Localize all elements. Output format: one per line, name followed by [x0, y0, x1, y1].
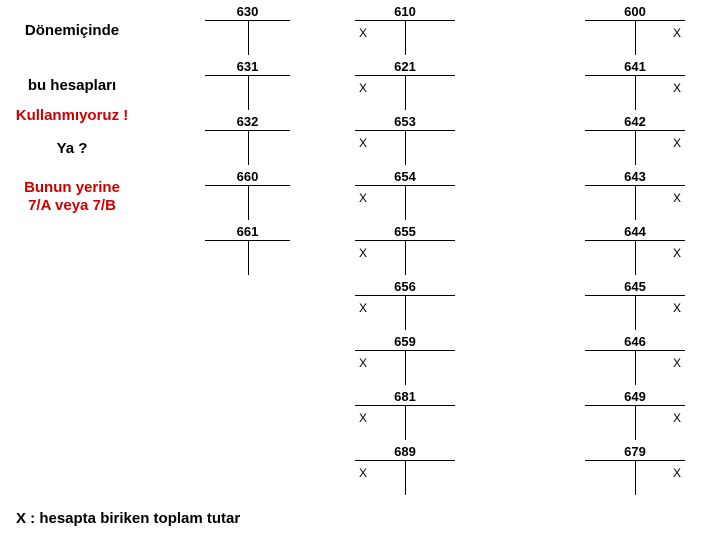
- t-account-644: 644X: [585, 240, 685, 275]
- x-marker: X: [359, 301, 367, 315]
- t-stem-rule: [635, 20, 636, 55]
- t-account-659: 659X: [355, 350, 455, 385]
- t-stem-rule: [405, 295, 406, 330]
- account-code: 641: [585, 59, 685, 74]
- t-account-641: 641X: [585, 75, 685, 110]
- x-marker: X: [673, 301, 681, 315]
- t-account-660: 660: [205, 185, 290, 220]
- side-label: bu hesapları: [0, 77, 144, 94]
- x-marker: X: [673, 26, 681, 40]
- side-label: Bunun yerine: [0, 179, 144, 196]
- t-stem-rule: [635, 130, 636, 165]
- t-account-655: 655X: [355, 240, 455, 275]
- t-stem-rule: [635, 350, 636, 385]
- account-code: 679: [585, 444, 685, 459]
- t-account-656: 656X: [355, 295, 455, 330]
- t-stem-rule: [635, 295, 636, 330]
- t-account-654: 654X: [355, 185, 455, 220]
- t-stem-rule: [405, 185, 406, 220]
- account-code: 681: [355, 389, 455, 404]
- t-account-649: 649X: [585, 405, 685, 440]
- t-stem-rule: [635, 460, 636, 495]
- t-account-646: 646X: [585, 350, 685, 385]
- account-code: 656: [355, 279, 455, 294]
- t-account-632: 632: [205, 130, 290, 165]
- t-account-679: 679X: [585, 460, 685, 495]
- t-stem-rule: [635, 185, 636, 220]
- account-code: 660: [205, 169, 290, 184]
- t-account-661: 661: [205, 240, 290, 275]
- x-marker: X: [673, 191, 681, 205]
- t-stem-rule: [248, 75, 249, 110]
- x-marker: X: [359, 246, 367, 260]
- account-code: 642: [585, 114, 685, 129]
- side-label: Ya ?: [0, 140, 144, 157]
- account-code: 621: [355, 59, 455, 74]
- side-label: Dönemiçinde: [0, 22, 144, 39]
- t-stem-rule: [405, 130, 406, 165]
- account-code: 646: [585, 334, 685, 349]
- account-code: 654: [355, 169, 455, 184]
- t-account-681: 681X: [355, 405, 455, 440]
- account-code: 631: [205, 59, 290, 74]
- t-stem-rule: [405, 240, 406, 275]
- x-marker: X: [359, 26, 367, 40]
- t-account-621: 621X: [355, 75, 455, 110]
- t-account-630: 630: [205, 20, 290, 55]
- t-account-653: 653X: [355, 130, 455, 165]
- t-account-600: 600X: [585, 20, 685, 55]
- x-marker: X: [673, 411, 681, 425]
- t-stem-rule: [635, 75, 636, 110]
- t-account-610: 610X: [355, 20, 455, 55]
- account-code: 689: [355, 444, 455, 459]
- account-code: 655: [355, 224, 455, 239]
- x-marker: X: [673, 136, 681, 150]
- t-stem-rule: [248, 20, 249, 55]
- x-marker: X: [359, 191, 367, 205]
- account-code: 630: [205, 4, 290, 19]
- x-marker: X: [673, 81, 681, 95]
- t-stem-rule: [405, 405, 406, 440]
- t-stem-rule: [248, 240, 249, 275]
- x-marker: X: [359, 466, 367, 480]
- x-marker: X: [673, 356, 681, 370]
- t-stem-rule: [635, 240, 636, 275]
- t-account-643: 643X: [585, 185, 685, 220]
- t-account-689: 689X: [355, 460, 455, 495]
- x-marker: X: [359, 136, 367, 150]
- side-label: Kullanmıyoruz !: [0, 107, 144, 124]
- account-code: 632: [205, 114, 290, 129]
- account-code: 653: [355, 114, 455, 129]
- side-label: 7/A veya 7/B: [0, 197, 144, 214]
- x-marker: X: [359, 81, 367, 95]
- account-code: 659: [355, 334, 455, 349]
- t-stem-rule: [635, 405, 636, 440]
- t-stem-rule: [405, 75, 406, 110]
- t-account-631: 631: [205, 75, 290, 110]
- t-account-645: 645X: [585, 295, 685, 330]
- x-marker: X: [673, 466, 681, 480]
- account-code: 600: [585, 4, 685, 19]
- account-code: 645: [585, 279, 685, 294]
- t-stem-rule: [405, 20, 406, 55]
- account-code: 610: [355, 4, 455, 19]
- x-marker: X: [673, 246, 681, 260]
- t-stem-rule: [248, 185, 249, 220]
- account-code: 644: [585, 224, 685, 239]
- account-code: 661: [205, 224, 290, 239]
- account-code: 649: [585, 389, 685, 404]
- t-stem-rule: [405, 350, 406, 385]
- t-account-642: 642X: [585, 130, 685, 165]
- x-marker: X: [359, 411, 367, 425]
- t-stem-rule: [405, 460, 406, 495]
- footnote: X : hesapta biriken toplam tutar: [16, 510, 240, 527]
- t-stem-rule: [248, 130, 249, 165]
- account-code: 643: [585, 169, 685, 184]
- x-marker: X: [359, 356, 367, 370]
